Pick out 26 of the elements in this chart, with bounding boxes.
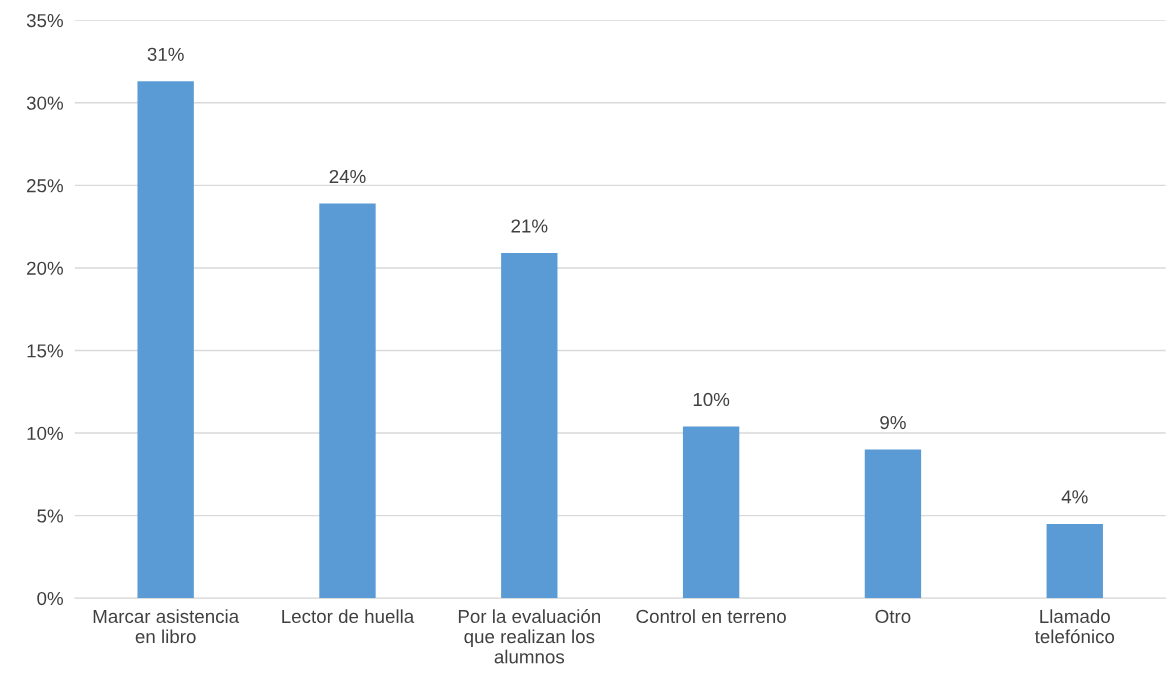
y-tick-label: 5% [37, 509, 63, 523]
data-label: 31% [147, 47, 184, 61]
data-label: 4% [1061, 490, 1088, 504]
y-tick-label: 15% [27, 344, 63, 358]
x-tick-label: Lector de huella [282, 609, 415, 624]
data-label: 21% [511, 219, 548, 233]
y-tick-label: 20% [27, 261, 63, 275]
bar [864, 449, 922, 599]
data-label: 9% [880, 415, 906, 430]
bar [1046, 523, 1103, 599]
bar [137, 81, 194, 599]
y-tick-label: 35% [26, 13, 63, 28]
data-label: 10% [693, 392, 730, 407]
x-tick-label: Llamado telefónico [1034, 609, 1115, 644]
data-label: 24% [329, 169, 366, 184]
x-tick-label: Marcar asistencia en libro [93, 609, 240, 644]
bar [501, 253, 558, 599]
x-tick-label: Control en terreno [636, 609, 786, 624]
x-tick-label: Por la evaluación que realizan los alumnos [458, 609, 601, 664]
bar [682, 426, 740, 599]
bar [319, 203, 376, 599]
y-tick-label: 25% [27, 179, 63, 193]
y-tick-label: 0% [37, 591, 63, 606]
y-tick-label: 30% [26, 96, 63, 110]
x-tick-label: Otro [875, 609, 911, 624]
y-tick-label: 10% [27, 426, 63, 441]
